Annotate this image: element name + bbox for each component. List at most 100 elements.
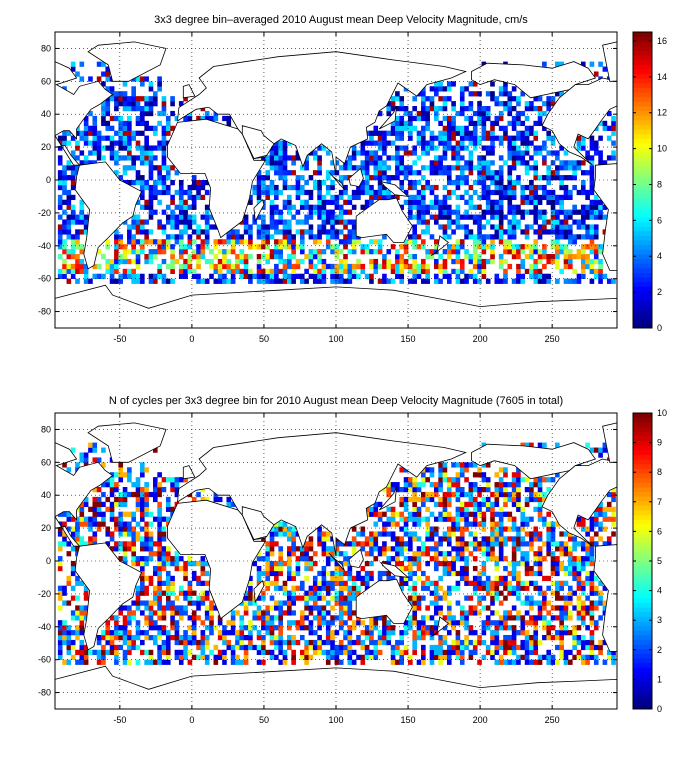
heatmap-cell	[416, 194, 422, 201]
heatmap-cell	[598, 258, 603, 265]
heatmap-cell	[347, 155, 353, 161]
heatmap-cell	[57, 630, 63, 636]
heatmap-cell	[282, 229, 288, 235]
heatmap-cell	[537, 145, 543, 151]
heatmap-cell	[459, 130, 465, 136]
heatmap-cell	[520, 214, 526, 220]
heatmap-cell	[282, 234, 288, 240]
heatmap-cell	[312, 639, 318, 646]
heatmap-cell	[204, 180, 210, 186]
heatmap-cell	[468, 625, 474, 631]
heatmap-cell	[412, 278, 417, 284]
heatmap-cell	[464, 224, 469, 230]
heatmap-cell	[135, 115, 141, 122]
heatmap-cell	[75, 659, 80, 665]
heatmap-cell	[446, 511, 452, 517]
heatmap-cell	[204, 189, 210, 196]
heatmap-cell	[165, 239, 171, 245]
heatmap-cell	[105, 482, 111, 488]
heatmap-cell	[83, 273, 89, 279]
heatmap-cell	[178, 229, 184, 235]
colorbar-swatch	[633, 272, 652, 278]
heatmap-cell	[261, 278, 266, 284]
landmass	[87, 41, 167, 82]
heatmap-cell	[325, 234, 331, 240]
heatmap-cell	[485, 585, 491, 591]
heatmap-cell	[62, 209, 67, 215]
heatmap-cell	[144, 531, 149, 537]
heatmap-cell	[226, 268, 232, 275]
heatmap-cell	[546, 620, 552, 626]
heatmap-cell	[248, 273, 253, 279]
heatmap-cell	[187, 189, 193, 196]
heatmap-cell	[274, 145, 279, 151]
heatmap-cell	[421, 551, 426, 557]
heatmap-cell	[494, 214, 500, 220]
heatmap-cell	[494, 585, 500, 591]
heatmap-cell	[291, 184, 296, 191]
heatmap-cell	[468, 610, 474, 616]
heatmap-cell	[101, 462, 106, 468]
heatmap-cell	[373, 536, 379, 542]
heatmap-cell	[507, 244, 513, 250]
heatmap-cell	[96, 501, 102, 508]
heatmap-cell	[356, 575, 361, 582]
heatmap-cell	[291, 278, 296, 284]
heatmap-cell	[459, 511, 465, 517]
heatmap-cell	[507, 635, 513, 641]
heatmap-cell	[204, 115, 210, 122]
heatmap-cell	[230, 615, 236, 621]
heatmap-cell	[127, 180, 132, 186]
heatmap-cell	[598, 452, 603, 458]
heatmap-cell	[230, 239, 236, 245]
heatmap-cell	[399, 654, 405, 660]
heatmap-cell	[412, 160, 417, 166]
heatmap-cell	[481, 565, 487, 572]
heatmap-cell	[593, 229, 599, 235]
heatmap-cell	[131, 482, 136, 488]
heatmap-cell	[542, 491, 547, 498]
heatmap-cell	[308, 224, 314, 230]
heatmap-cell	[598, 536, 603, 542]
heatmap-cell	[248, 254, 253, 260]
heatmap-cell	[382, 145, 387, 151]
heatmap-cell	[507, 625, 513, 631]
heatmap-cell	[287, 526, 292, 532]
heatmap-cell	[135, 278, 141, 284]
heatmap-cell	[429, 482, 435, 488]
heatmap-cell	[576, 249, 582, 255]
heatmap-cell	[425, 224, 430, 230]
heatmap-cell	[468, 531, 474, 537]
heatmap-cell	[360, 546, 366, 552]
heatmap-cell	[213, 224, 219, 230]
heatmap-cell	[472, 135, 478, 141]
heatmap-cell	[416, 204, 422, 210]
heatmap-cell	[105, 635, 111, 641]
heatmap-cell	[572, 234, 577, 240]
heatmap-cell	[161, 125, 167, 131]
heatmap-cell	[602, 273, 608, 279]
heatmap-cell	[516, 590, 521, 596]
heatmap-cell	[455, 175, 461, 181]
heatmap-cell	[191, 204, 197, 210]
heatmap-cell	[442, 165, 448, 171]
heatmap-cell	[399, 630, 405, 636]
heatmap-cell	[468, 487, 474, 493]
heatmap-cell	[572, 175, 577, 181]
heatmap-cell	[442, 496, 448, 503]
heatmap-cell	[157, 165, 162, 171]
heatmap-cell	[598, 511, 603, 517]
heatmap-cell	[598, 521, 603, 527]
heatmap-cell	[144, 219, 149, 225]
heatmap-cell	[425, 561, 430, 567]
heatmap-cell	[338, 189, 344, 196]
heatmap-cell	[589, 551, 595, 557]
colorbar-swatch	[633, 166, 652, 172]
heatmap-cell	[516, 135, 521, 141]
heatmap-cell	[165, 635, 171, 641]
heatmap-cell	[568, 546, 573, 552]
heatmap-cell	[170, 487, 175, 493]
heatmap-cell	[399, 659, 405, 665]
heatmap-cell	[438, 81, 443, 87]
heatmap-cell	[356, 239, 361, 245]
